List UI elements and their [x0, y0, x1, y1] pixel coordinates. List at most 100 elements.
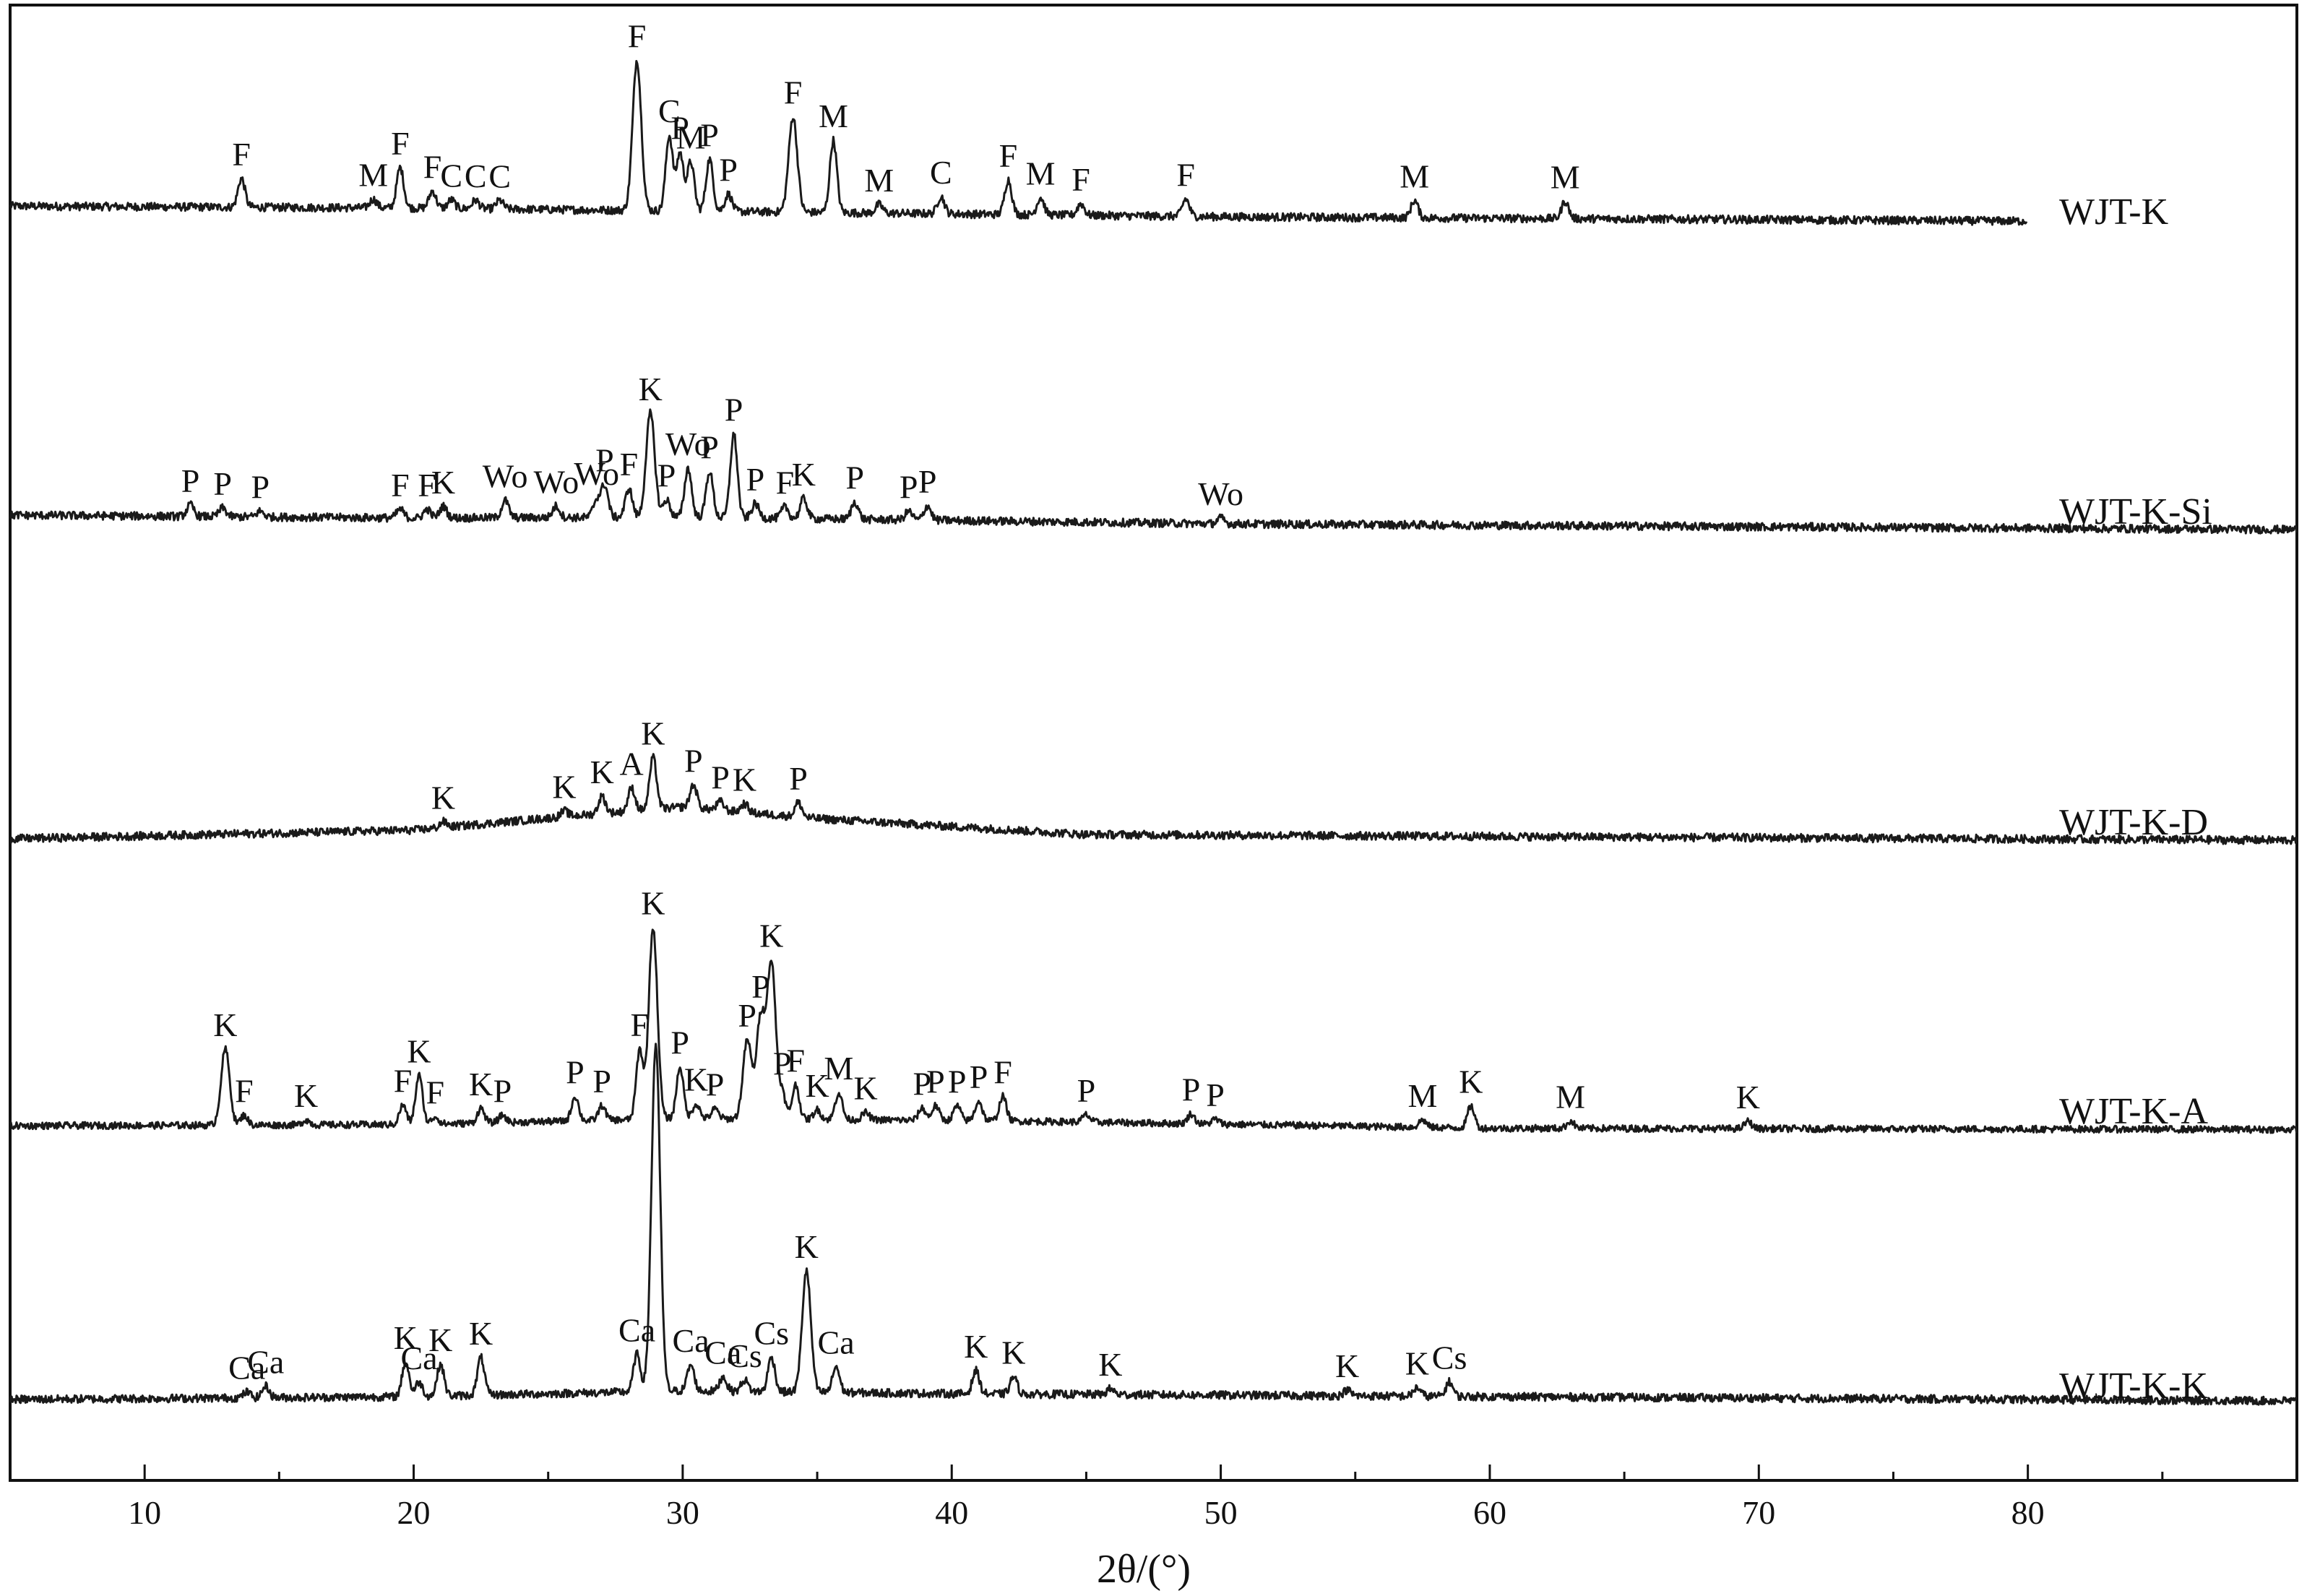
- peak-label: P: [670, 1025, 689, 1061]
- series-label: WJT-K-K: [2059, 1366, 2208, 1407]
- peak-label: K: [590, 754, 614, 790]
- x-tick-label: 10: [128, 1494, 161, 1531]
- x-tick-label: 80: [2011, 1494, 2045, 1531]
- peak-label: P: [700, 428, 719, 465]
- peak-label: F: [631, 1006, 650, 1043]
- peak-label: P: [493, 1073, 512, 1110]
- peak-label: K: [469, 1315, 493, 1352]
- peak-label: K: [213, 1006, 237, 1043]
- peak-label: F: [787, 1043, 806, 1079]
- peak-label: M: [1407, 1077, 1437, 1114]
- peak-label: P: [751, 968, 770, 1005]
- peak-label: P: [1077, 1072, 1096, 1109]
- peak-label: A: [619, 746, 643, 782]
- peak-label: F: [423, 148, 442, 185]
- peak-label: F: [999, 137, 1018, 174]
- peak-label: F: [418, 467, 436, 504]
- peak-label: F: [784, 74, 803, 111]
- series-labels: WJT-K WJT-K-Si WJT-K-D WJT-K-A WJT-K-K: [2059, 191, 2212, 1407]
- peak-label: P: [657, 457, 676, 494]
- series-label: WJT-K: [2059, 191, 2169, 233]
- series-line-wjt-k-k: [9, 1043, 2298, 1406]
- peak-label: F: [1071, 161, 1090, 198]
- peak-label: M: [1026, 155, 1056, 191]
- peak-label: Ca: [704, 1334, 741, 1371]
- peak-label: K: [853, 1070, 877, 1107]
- peak-label: K: [407, 1032, 431, 1069]
- peak-label: C: [488, 158, 511, 194]
- peak-label: Cs: [727, 1337, 762, 1374]
- peak-label: P: [738, 997, 756, 1034]
- peak-label: K: [964, 1328, 988, 1365]
- peak-label: K: [1405, 1345, 1429, 1382]
- peak-label: K: [792, 456, 816, 493]
- peak-label: M: [864, 162, 894, 199]
- series-label: WJT-K-D: [2059, 802, 2208, 843]
- peak-label: P: [948, 1064, 967, 1100]
- peak-label: M: [1400, 158, 1429, 194]
- peak-label: C: [465, 158, 487, 194]
- peak-label: M: [1556, 1079, 1585, 1116]
- peak-label: K: [641, 885, 665, 922]
- peak-label: C: [930, 154, 952, 191]
- peak-label: F: [620, 446, 639, 483]
- peak-label: K: [684, 1061, 708, 1098]
- peak-label: K: [1001, 1334, 1025, 1371]
- x-axis: 10 20 30 40 50 60 70 80: [128, 1465, 2164, 1531]
- peak-label: K: [1335, 1347, 1359, 1384]
- peak-label: P: [719, 152, 738, 189]
- peak-label: K: [552, 768, 576, 805]
- plot-frame: [9, 4, 2298, 1482]
- peak-label: M: [358, 157, 388, 194]
- peak-label: P: [845, 460, 864, 496]
- peak-label: M: [819, 98, 848, 134]
- peak-label: K: [431, 779, 455, 816]
- peak-label: K: [1459, 1064, 1483, 1100]
- peak-label: P: [900, 469, 918, 506]
- peak-label: K: [294, 1077, 318, 1114]
- peak-label: P: [913, 1066, 932, 1103]
- peak-label: F: [235, 1073, 254, 1110]
- peak-label: P: [1206, 1077, 1225, 1113]
- peak-label: C: [440, 158, 462, 194]
- peak-label: P: [706, 1066, 725, 1103]
- peak-label: P: [251, 469, 270, 506]
- peak-label: F: [1176, 157, 1195, 194]
- peak-label: F: [993, 1053, 1012, 1090]
- peak-label: M: [824, 1050, 853, 1087]
- x-tick-label: 60: [1473, 1494, 1506, 1531]
- peak-label: Wo: [1198, 475, 1243, 512]
- peak-label: K: [1736, 1079, 1760, 1116]
- peak-label: P: [592, 1063, 611, 1100]
- peak-label: Ca: [618, 1311, 655, 1348]
- peak-label: F: [426, 1074, 445, 1111]
- x-axis-title: 2θ/(°): [1097, 1547, 1191, 1592]
- series-line-wjt-k-d: [9, 753, 2298, 845]
- peak-label: P: [181, 462, 200, 499]
- peak-label: Wo: [534, 463, 579, 500]
- peak-label: P: [746, 461, 765, 498]
- peak-label: P: [1182, 1071, 1201, 1108]
- peak-label: Ca: [400, 1340, 437, 1376]
- peak-label: F: [391, 467, 410, 504]
- series-line-wjt-k: [9, 60, 2028, 226]
- peak-label: K: [733, 761, 756, 798]
- series-line-wjt-k-a: [9, 928, 2298, 1134]
- peak-label: C: [658, 92, 681, 129]
- peak-label: P: [684, 742, 703, 779]
- x-tick-label: 70: [1742, 1494, 1775, 1531]
- peak-label: Wo: [483, 458, 528, 495]
- peak-label: K: [759, 917, 783, 954]
- peak-label: K: [639, 371, 663, 407]
- peak-label: M: [1551, 159, 1580, 196]
- peak-label: Cs: [1432, 1340, 1467, 1376]
- peak-label: K: [469, 1066, 493, 1103]
- traces: [9, 60, 2298, 1406]
- peak-label: K: [428, 1321, 452, 1358]
- x-tick-label: 30: [666, 1494, 699, 1531]
- peak-label: M: [676, 118, 706, 155]
- peak-label: P: [595, 442, 614, 479]
- series-label: WJT-K-Si: [2059, 491, 2212, 532]
